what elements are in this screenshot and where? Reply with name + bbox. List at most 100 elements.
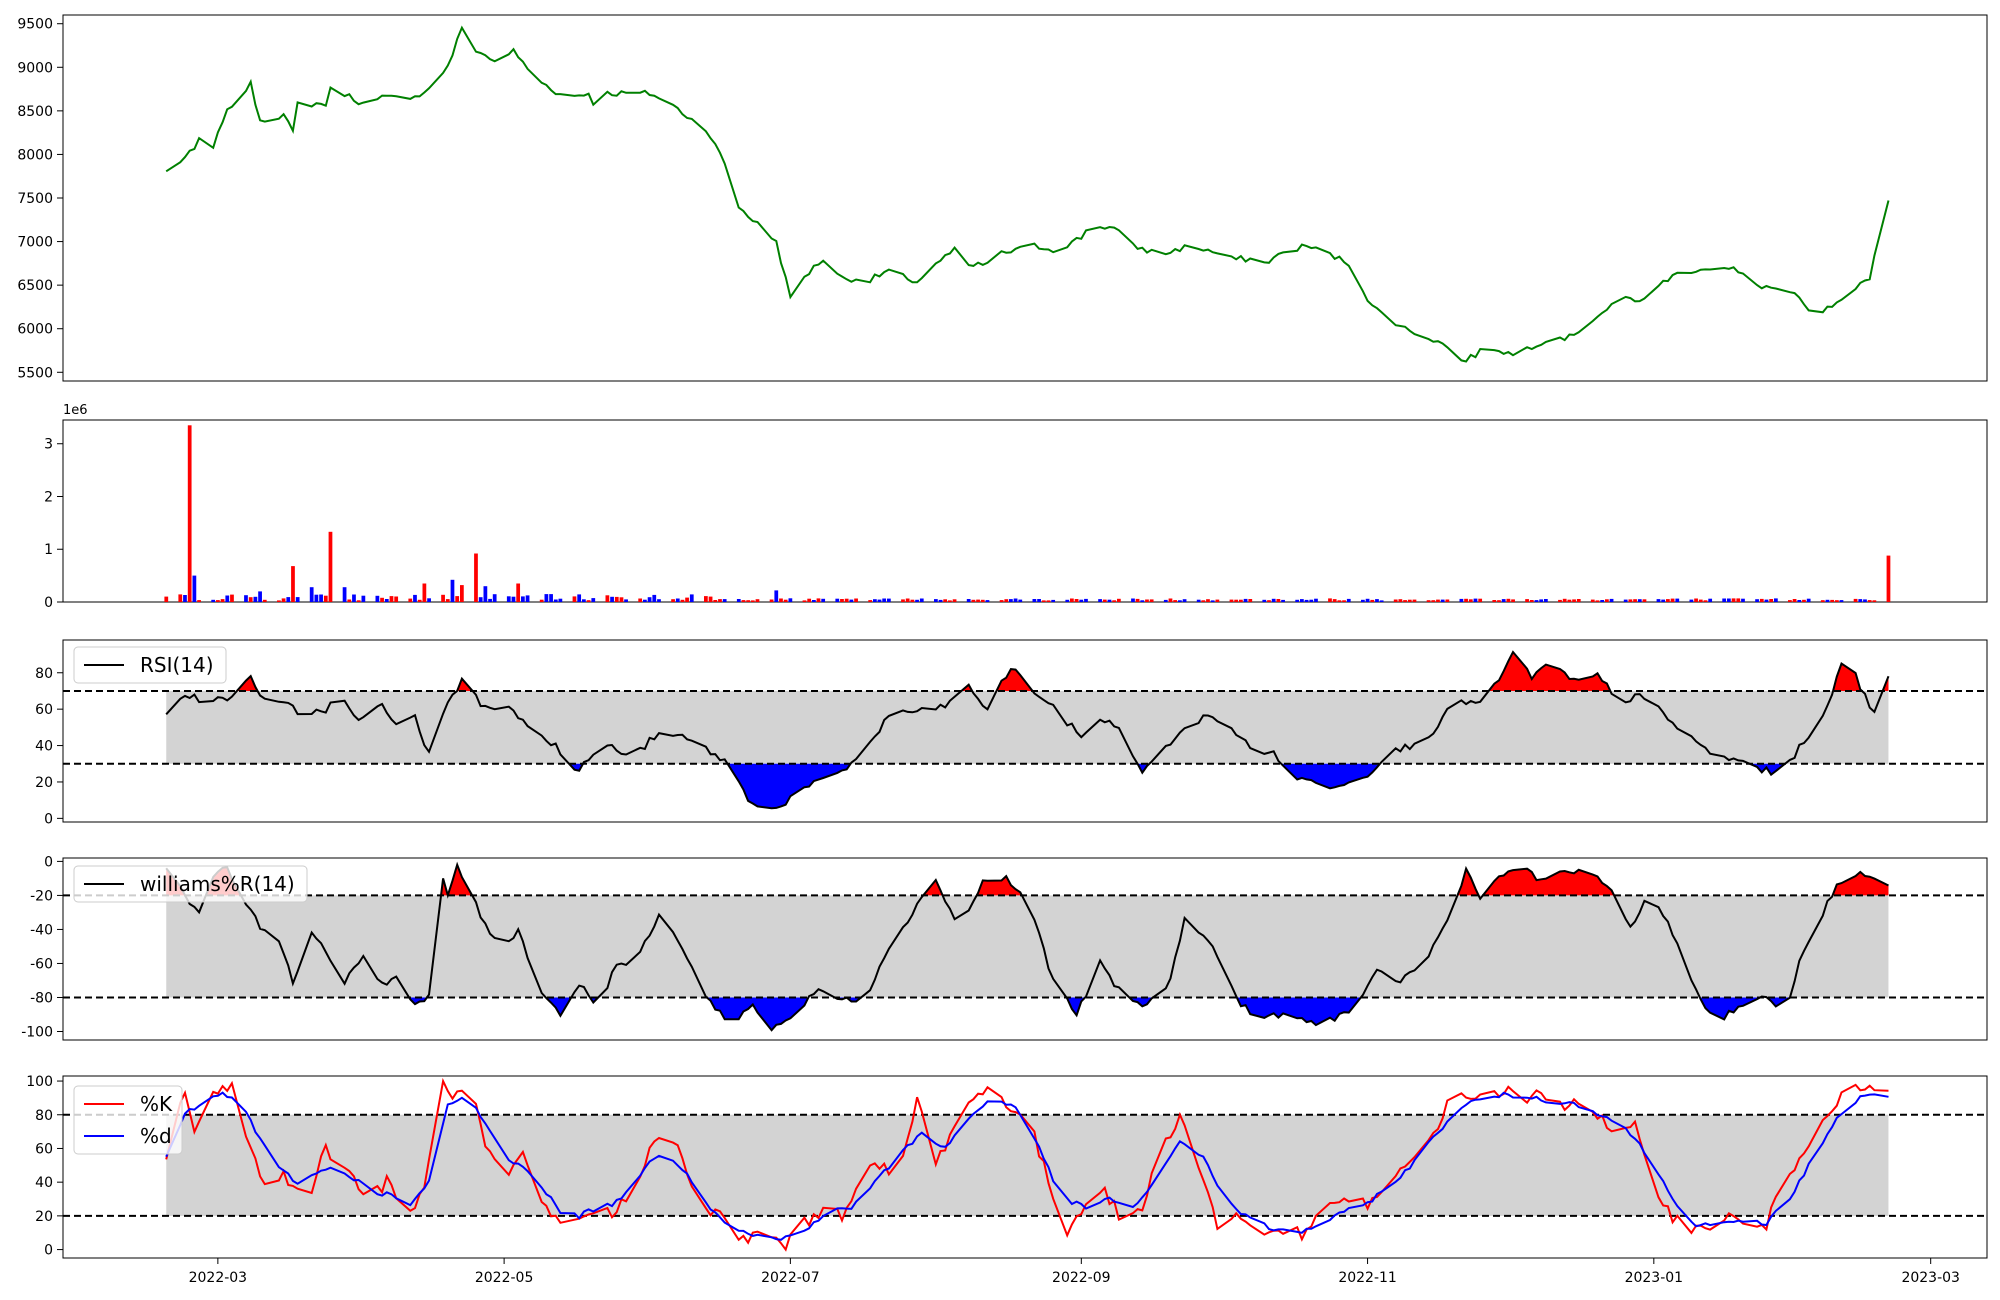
- volume-bar: [1041, 600, 1046, 602]
- volume-bar: [976, 599, 980, 602]
- williams-oversold-fill: [545, 997, 572, 1016]
- volume-bar: [1628, 599, 1633, 602]
- volume-bar: [1689, 599, 1694, 602]
- rsi-overbought-fill: [1833, 663, 1862, 691]
- volume-bar: [1825, 599, 1830, 602]
- volume-bar: [422, 583, 427, 602]
- x-tick-label: 2022-05: [475, 1270, 534, 1286]
- rsi-ytick-label: 60: [35, 702, 53, 718]
- volume-bar: [1051, 599, 1056, 602]
- volume-bar: [1539, 599, 1544, 602]
- volume-bar: [1788, 600, 1792, 602]
- rsi-oversold-fill: [1281, 763, 1380, 789]
- volume-bar: [356, 600, 361, 602]
- volume-bar: [1032, 599, 1037, 602]
- volume-bar: [1759, 598, 1764, 602]
- volume-bar: [1084, 598, 1088, 602]
- volume-bar: [671, 599, 675, 602]
- volume-bar: [1431, 600, 1436, 602]
- volume-bar: [647, 597, 652, 602]
- volume-bar: [1731, 598, 1736, 602]
- stoch-ytick-label: 80: [35, 1108, 53, 1124]
- volume-bar: [1872, 600, 1877, 602]
- volume-bar: [1769, 599, 1774, 602]
- volume-bar: [1534, 600, 1539, 602]
- rsi-oversold-fill: [1749, 763, 1786, 775]
- volume-bar: [1656, 599, 1661, 602]
- volume-bar: [1262, 599, 1267, 602]
- volume-bar: [821, 598, 826, 602]
- volume-bar: [1820, 600, 1825, 602]
- rsi-ytick-label: 20: [35, 775, 53, 791]
- volume-bar: [605, 595, 610, 602]
- volume-bar: [295, 597, 300, 602]
- volume-bar: [1304, 599, 1309, 602]
- volume-bar: [873, 599, 877, 602]
- volume-bar: [1393, 599, 1398, 602]
- volume-bar: [1590, 599, 1595, 602]
- volume-bar: [952, 599, 957, 602]
- volume-bar: [488, 598, 492, 602]
- volume-bar: [1140, 600, 1145, 602]
- volume-bar: [1492, 600, 1497, 602]
- volume-bar: [506, 596, 511, 602]
- williams-legend: williams%R(14): [73, 865, 308, 903]
- volume-bar: [1694, 598, 1698, 602]
- volume-bar: [887, 598, 891, 602]
- volume-bar: [1525, 599, 1529, 602]
- volume-bar: [1755, 599, 1759, 602]
- volume-bar: [1370, 599, 1375, 602]
- volume-bar: [441, 594, 445, 602]
- volume-bar: [1206, 599, 1210, 602]
- volume-bar: [253, 596, 258, 602]
- volume-bar: [323, 595, 328, 602]
- volume-bar: [389, 596, 394, 602]
- volume-bar: [610, 596, 614, 602]
- volume-bar: [1215, 599, 1220, 602]
- volume-bar: [352, 594, 356, 602]
- volume-bar: [708, 596, 713, 602]
- price-ytick-label: 7000: [17, 235, 53, 251]
- d-legend-label: %d: [140, 1124, 172, 1148]
- volume-bar: [802, 600, 807, 602]
- volume-bar: [183, 595, 187, 602]
- volume-bar: [1013, 598, 1018, 602]
- volume-bar: [1281, 599, 1285, 602]
- volume-bar: [394, 596, 399, 602]
- volume-bar: [1464, 598, 1468, 602]
- volume-bar: [816, 598, 821, 602]
- volume-bar: [638, 598, 643, 602]
- volume-bar: [1037, 599, 1041, 602]
- volume-bar: [1497, 600, 1501, 602]
- volume-bar: [1727, 598, 1731, 602]
- volume-bar: [1365, 598, 1370, 602]
- volume-bar: [1867, 600, 1872, 602]
- volume-bar: [1178, 600, 1182, 602]
- volume-bar: [1445, 599, 1450, 602]
- volume-bar: [277, 600, 281, 602]
- volume-bar: [1642, 599, 1647, 602]
- volume-ytick-label: 2: [44, 489, 53, 505]
- rsi-overbought-fill: [236, 676, 258, 691]
- volume-bar: [1741, 598, 1745, 602]
- volume-bar: [1853, 598, 1858, 602]
- volume-bar: [1173, 600, 1178, 602]
- volume-bar: [525, 595, 530, 602]
- volume-bar: [281, 598, 286, 602]
- volume-bar: [1797, 600, 1802, 602]
- volume-bar: [164, 596, 169, 602]
- williams-overbought-fill: [1832, 871, 1889, 896]
- volume-axes-frame: [62, 419, 1988, 603]
- price-panel: 5500 6000 6500 7000 7500 8000 8500 9000 9500: [17, 14, 1988, 382]
- volume-bar: [746, 600, 751, 602]
- volume-bar: [1398, 599, 1403, 602]
- volume-bar: [680, 599, 685, 602]
- volume-bar: [1478, 598, 1483, 602]
- volume-bar: [450, 579, 455, 602]
- volume-bar: [1830, 599, 1835, 602]
- volume-bar: [704, 596, 708, 602]
- volume-bar: [417, 599, 422, 602]
- volume-bar: [807, 598, 812, 602]
- volume-bar: [713, 600, 718, 602]
- williams-legend-label: williams%R(14): [140, 872, 295, 896]
